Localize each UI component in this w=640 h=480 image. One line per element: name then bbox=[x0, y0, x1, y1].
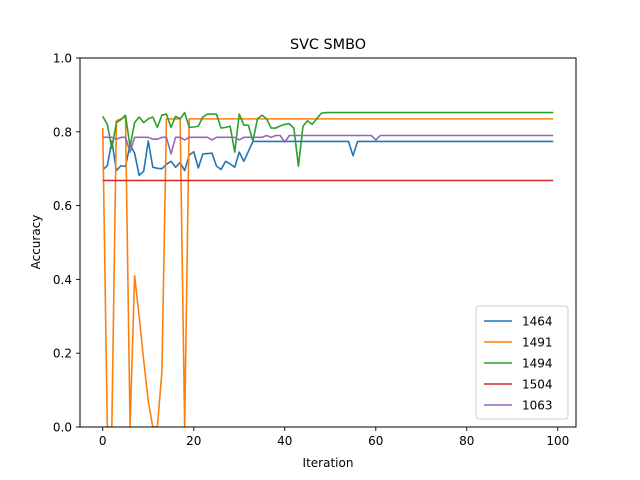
y-axis-label: Accuracy bbox=[29, 215, 43, 270]
legend-box bbox=[475, 305, 569, 420]
y-tick-label: 0.6 bbox=[53, 199, 72, 213]
y-tick-label: 0.0 bbox=[53, 421, 72, 435]
series-line-1063 bbox=[102, 134, 554, 155]
axes-frame bbox=[79, 57, 577, 428]
x-tick-label: 20 bbox=[186, 434, 201, 448]
chart-title: SVC SMBO bbox=[290, 37, 366, 53]
x-axis-label: Iteration bbox=[303, 456, 354, 470]
series-line-1491 bbox=[101, 116, 554, 427]
legend-label: 1494 bbox=[522, 357, 553, 371]
y-tick-label: 0.4 bbox=[53, 273, 72, 287]
y-tick-label: 0.8 bbox=[53, 125, 72, 139]
y-tick-label: 1.0 bbox=[53, 52, 72, 66]
x-tick-label: 80 bbox=[459, 434, 474, 448]
axis-ticks: 0 20 40 60 80 100 0.0 0.2 0.4 0.6 0.8 1.0 bbox=[53, 52, 569, 449]
y-tick-label: 0.2 bbox=[53, 347, 72, 361]
series-line-1494 bbox=[102, 111, 554, 167]
series-lines bbox=[101, 111, 554, 427]
plot-area bbox=[101, 111, 554, 427]
legend: 1464 1491 1494 1504 1063 bbox=[475, 305, 569, 420]
x-tick-label: 60 bbox=[368, 434, 383, 448]
series-line-1464 bbox=[102, 140, 554, 177]
x-tick-label: 40 bbox=[277, 434, 292, 448]
legend-label: 1464 bbox=[522, 315, 553, 329]
legend-label: 1491 bbox=[522, 336, 553, 350]
legend-label: 1504 bbox=[522, 378, 553, 392]
x-tick-label: 100 bbox=[546, 434, 569, 448]
x-tick-label: 0 bbox=[99, 434, 107, 448]
legend-label: 1063 bbox=[522, 399, 553, 413]
